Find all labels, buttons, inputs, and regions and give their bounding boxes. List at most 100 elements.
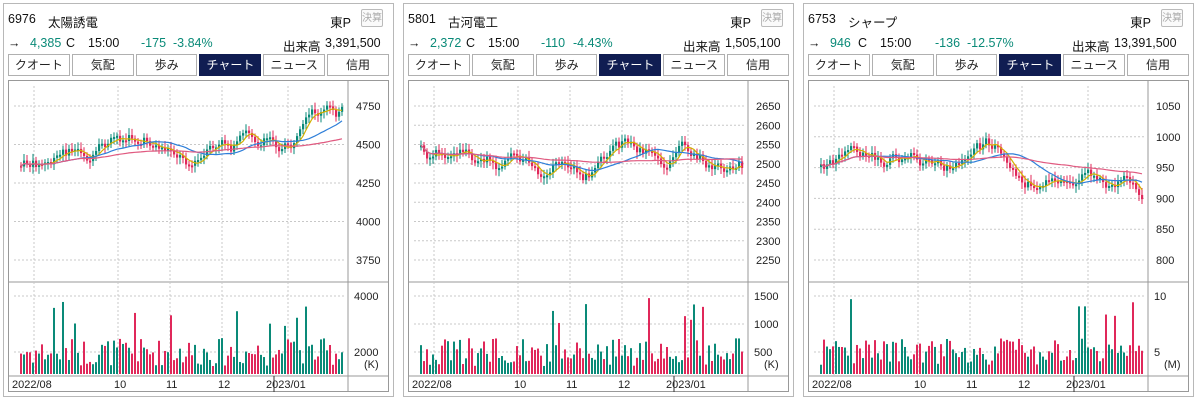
volume-bar xyxy=(498,358,500,374)
volume-bar xyxy=(648,298,650,374)
volume-bar xyxy=(194,344,196,374)
candle xyxy=(134,138,137,142)
stock-chart[interactable]: 1050 1000 950 900 850 800 10 5 (M) 2022/08 10 11 12 2… xyxy=(808,80,1189,392)
tab-chart[interactable]: チャート xyxy=(599,54,662,76)
stock-name[interactable]: シャープ xyxy=(848,16,898,30)
candle xyxy=(877,157,880,160)
candle xyxy=(173,150,176,155)
stock-code: 6753 xyxy=(808,12,836,26)
stock-name[interactable]: 古河電工 xyxy=(448,16,499,30)
volume-bar xyxy=(489,361,491,374)
volume-unit-label: (K) xyxy=(364,359,379,371)
volume-value: 3,391,500 xyxy=(325,36,381,50)
tab-chart[interactable]: チャート xyxy=(199,54,262,76)
volume-bar xyxy=(98,354,100,374)
candle xyxy=(1141,194,1144,200)
candle xyxy=(531,162,534,167)
volume-bar xyxy=(1024,352,1026,374)
volume-bar xyxy=(645,341,647,374)
tab-chart[interactable]: チャート xyxy=(999,54,1062,76)
tab-order-book[interactable]: 気配 xyxy=(71,54,134,76)
tab-quote[interactable]: クオート xyxy=(808,54,870,76)
candle xyxy=(1063,180,1066,183)
volume-bar xyxy=(296,317,298,374)
tab-news[interactable]: ニュース xyxy=(663,54,726,76)
volume-bar xyxy=(420,345,422,374)
tab-margin[interactable]: 信用 xyxy=(1127,54,1189,76)
tab-tick[interactable]: 歩み xyxy=(935,54,998,76)
panel-header: 6976 太陽誘電 東P 決算 xyxy=(8,8,389,30)
volume-bar xyxy=(254,354,256,374)
tab-margin[interactable]: 信用 xyxy=(727,54,789,76)
volume-bar xyxy=(47,354,49,374)
tab-margin[interactable]: 信用 xyxy=(327,54,389,76)
volume-bar xyxy=(287,339,289,374)
candle xyxy=(853,146,856,149)
volume-bar xyxy=(155,365,157,374)
tab-order-book[interactable]: 気配 xyxy=(871,54,934,76)
volume-bar xyxy=(657,358,659,374)
volume-bar xyxy=(865,340,867,374)
stock-chart[interactable]: 2650 2600 2550 2500 2450 2400 2350 2300 2250 1500… xyxy=(408,80,789,392)
volume-bar xyxy=(245,351,247,374)
volume-label: 出来高 xyxy=(683,40,721,54)
candle xyxy=(955,163,958,169)
tab-news[interactable]: ニュース xyxy=(1063,54,1126,76)
volume-bar xyxy=(426,349,428,374)
stock-chart[interactable]: 4750 4500 4250 4000 3750 4000 2000(K) 2022/08 10… xyxy=(8,80,389,392)
volume-label: 出来高 xyxy=(1072,40,1110,54)
candle xyxy=(266,138,269,141)
candle xyxy=(474,160,477,163)
candle xyxy=(489,156,492,161)
volume-bar xyxy=(260,354,262,374)
volume-bar xyxy=(549,361,551,374)
tab-tick[interactable]: 歩み xyxy=(135,54,198,76)
candle xyxy=(1075,184,1078,187)
candle xyxy=(302,123,305,130)
candle xyxy=(1069,181,1072,184)
earnings-button[interactable]: 決算 xyxy=(1161,9,1183,27)
candle xyxy=(161,147,164,150)
volume-bar xyxy=(684,316,686,374)
candle xyxy=(678,145,681,153)
tab-quote[interactable]: クオート xyxy=(8,54,70,76)
candle xyxy=(1093,175,1096,178)
candle xyxy=(982,144,985,150)
candle xyxy=(329,105,332,108)
candle xyxy=(979,143,982,150)
candle xyxy=(191,165,194,168)
volume-bar xyxy=(681,360,683,374)
earnings-button[interactable]: 決算 xyxy=(761,9,783,27)
candle xyxy=(576,166,579,173)
tab-news[interactable]: ニュース xyxy=(263,54,326,76)
volume-bar xyxy=(1111,349,1113,374)
volume-bar xyxy=(119,338,121,374)
tab-order-book[interactable]: 気配 xyxy=(471,54,534,76)
volume-bar xyxy=(1093,347,1095,374)
tab-quote[interactable]: クオート xyxy=(408,54,470,76)
candle xyxy=(949,165,952,170)
earnings-button[interactable]: 決算 xyxy=(361,9,383,27)
volume-bar xyxy=(543,365,545,374)
candle xyxy=(1033,186,1036,189)
candle xyxy=(1024,182,1027,188)
trend-arrow-icon: → xyxy=(808,36,821,50)
candle xyxy=(516,153,519,156)
volume-bar xyxy=(690,319,692,374)
volume-bar xyxy=(314,359,316,374)
volume-bar xyxy=(1042,356,1044,374)
volume-bar xyxy=(44,359,46,374)
stock-name[interactable]: 太陽誘電 xyxy=(48,16,99,30)
volume-bar xyxy=(522,339,524,374)
volume-bar xyxy=(1075,358,1077,374)
volume-bar xyxy=(717,354,719,374)
candle xyxy=(188,164,191,167)
candle xyxy=(432,156,435,159)
tab-tick[interactable]: 歩み xyxy=(535,54,598,76)
candle xyxy=(835,158,838,165)
volume-bar xyxy=(1084,306,1086,374)
volume-bar xyxy=(1081,338,1083,374)
volume-bar xyxy=(68,359,70,374)
candle xyxy=(230,145,233,152)
volume-bar xyxy=(164,350,166,374)
